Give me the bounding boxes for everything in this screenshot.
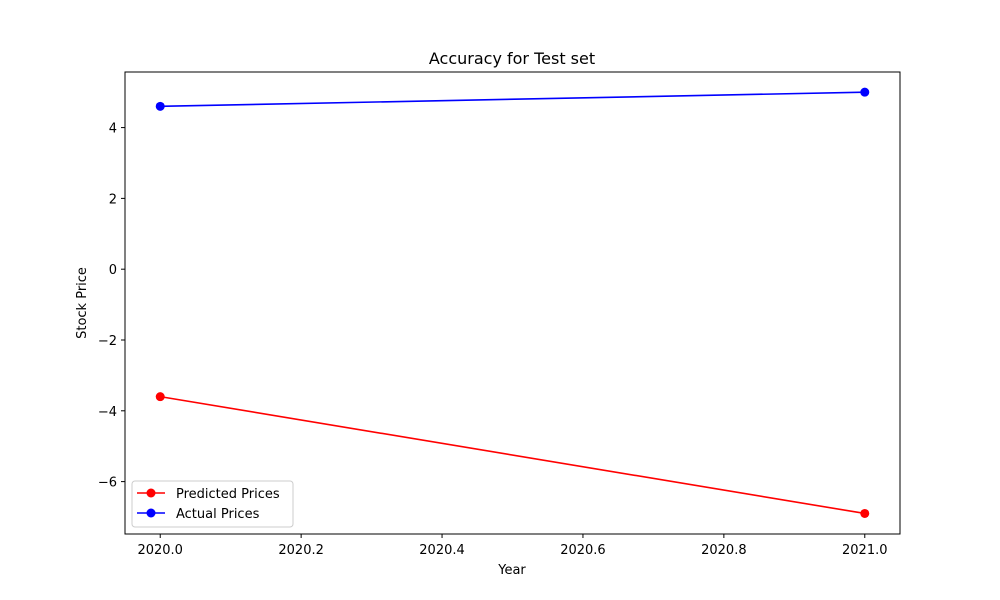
x-tick-label: 2020.2 (278, 543, 324, 558)
x-axis: 2020.0 2020.2 2020.4 2020.6 2020.8 2021.0 (137, 534, 888, 558)
plot-frame (124, 71, 901, 535)
y-tick-label: −4 (98, 405, 117, 420)
legend-label-predicted-prices: Predicted Prices (176, 487, 280, 502)
actual-prices-line (160, 91, 865, 108)
y-tick-label: −6 (98, 476, 117, 491)
y-axis: −6 −4 −2 0 2 4 (98, 122, 125, 491)
predicted-prices-line (160, 395, 865, 515)
chart-title: Accuracy for Test set (429, 49, 595, 68)
legend-marker-actual-prices (146, 508, 156, 518)
legend-marker-predicted-prices (146, 488, 156, 498)
y-tick-label: 2 (109, 192, 117, 207)
y-axis-label: Stock Price (75, 267, 90, 339)
x-tick-label: 2021.0 (842, 543, 888, 558)
actual-prices-point (860, 87, 870, 97)
y-tick-label: −2 (98, 334, 117, 349)
y-tick-label: 4 (109, 122, 117, 137)
y-tick-label: 0 (109, 263, 117, 278)
actual-prices-point (155, 101, 165, 111)
x-axis-label: Year (497, 563, 526, 578)
legend-box (131, 480, 294, 528)
legend-label-actual-prices: Actual Prices (176, 507, 260, 522)
predicted-prices-point (860, 508, 870, 518)
legend: Predicted Prices Actual Prices (131, 480, 294, 528)
x-tick-label: 2020.6 (560, 543, 606, 558)
x-tick-label: 2020.0 (137, 543, 183, 558)
x-tick-label: 2020.4 (419, 543, 465, 558)
series-layer (155, 87, 870, 518)
predicted-prices-point (155, 392, 165, 402)
x-tick-label: 2020.8 (701, 543, 747, 558)
